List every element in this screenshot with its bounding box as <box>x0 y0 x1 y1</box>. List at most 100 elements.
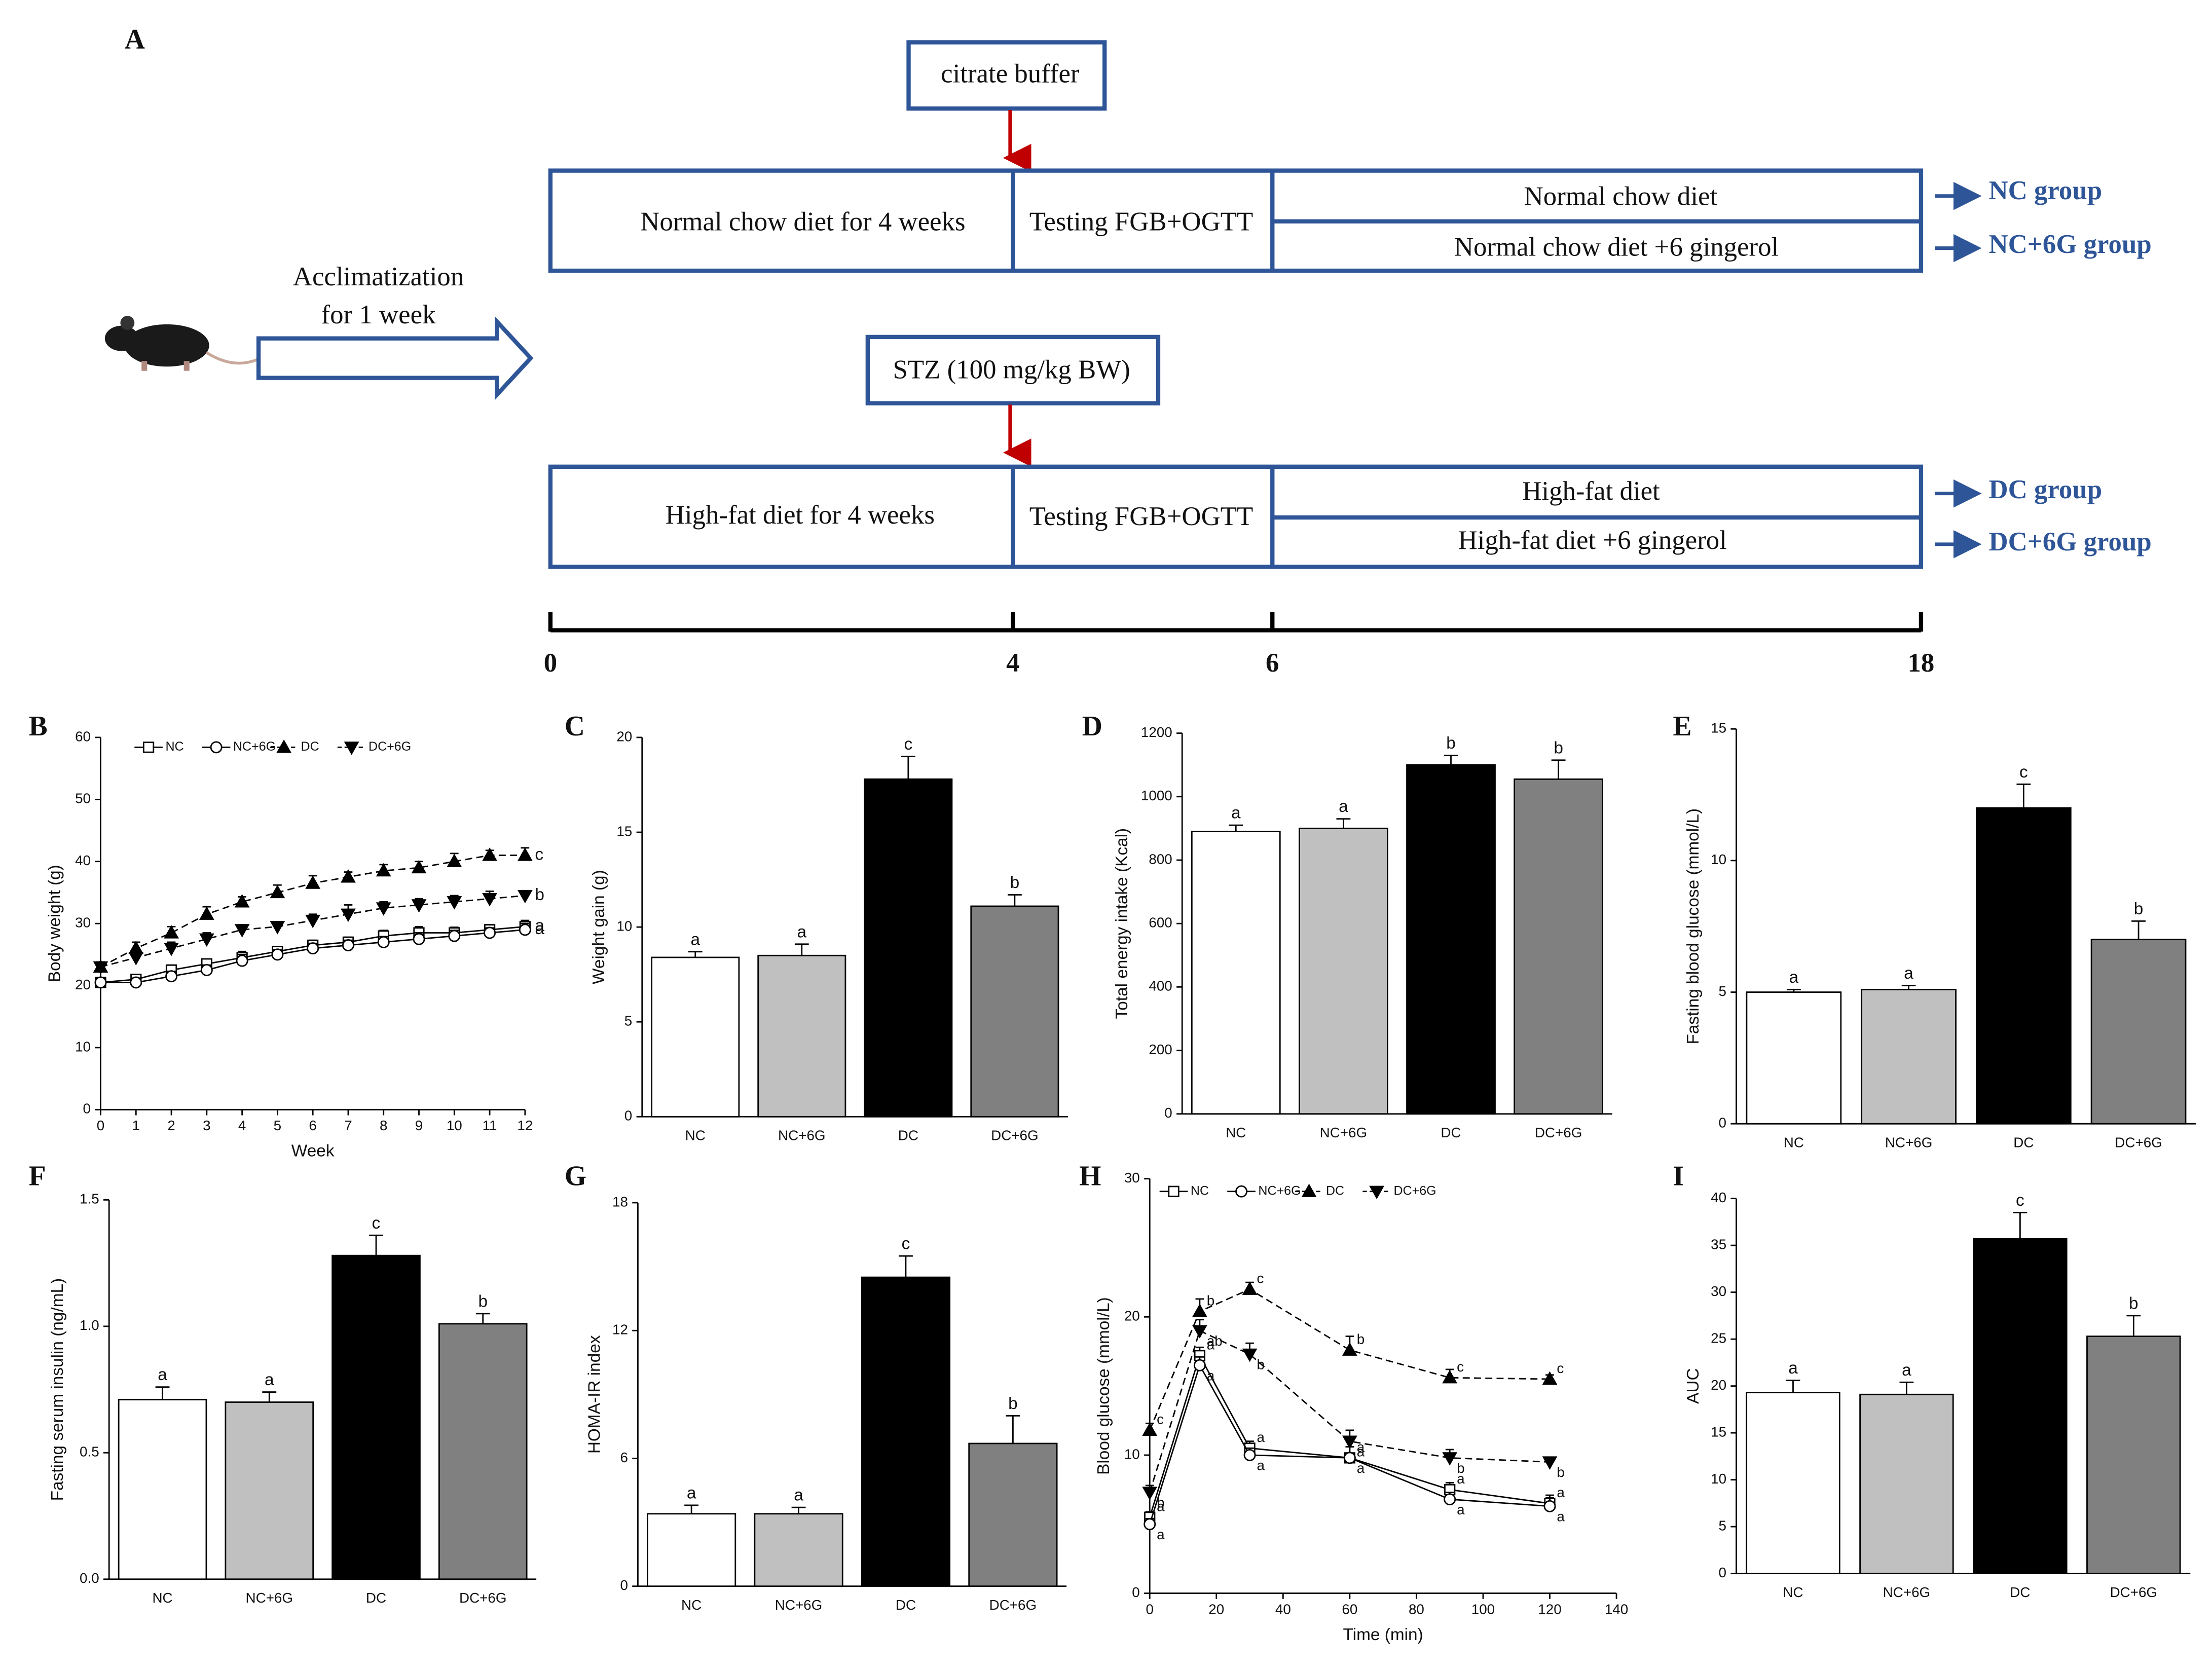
significance-letter: a <box>535 919 544 938</box>
x-tick-label: NC <box>1226 1125 1246 1140</box>
marker <box>1444 1493 1456 1506</box>
significance-letter: c <box>1257 1271 1264 1286</box>
marker <box>1442 1452 1458 1466</box>
legend-label: DC+6G <box>368 739 411 754</box>
y-axis-label: Weight gain (g) <box>589 870 608 984</box>
marker <box>270 884 285 899</box>
y-tick-label: 1000 <box>1141 788 1172 803</box>
significance-letter: a <box>1207 1367 1215 1383</box>
marker <box>448 930 461 942</box>
significance-letter: b <box>1157 1495 1164 1510</box>
x-tick-label: DC+6G <box>2115 1134 2162 1150</box>
series-line <box>1149 1363 1550 1525</box>
significance-letter: a <box>1557 1508 1565 1524</box>
bar <box>1973 1238 2068 1575</box>
input-text: STZ (100 mg/kg BW) <box>893 355 1130 385</box>
x-tick-label: 0 <box>1146 1601 1154 1617</box>
x-tick-label: NC <box>1784 1134 1804 1150</box>
timeline-label: 4 <box>1006 648 1019 678</box>
significance-letter: a <box>1231 804 1241 823</box>
marker <box>1192 1304 1207 1317</box>
significance-letter: c <box>1157 1412 1164 1427</box>
x-tick-label: 1 <box>132 1118 140 1133</box>
y-tick-label: 20 <box>75 977 91 992</box>
significance-letter: a <box>1257 1429 1265 1445</box>
bar <box>1746 1392 1840 1575</box>
x-tick-label: 5 <box>274 1118 281 1133</box>
y-tick-label: 0 <box>624 1108 632 1124</box>
legend-marker <box>276 739 292 753</box>
bar <box>968 1442 1058 1587</box>
x-tick-label: DC <box>2013 1134 2034 1150</box>
bar <box>2090 939 2187 1125</box>
bar <box>647 1513 736 1587</box>
marker <box>411 899 427 913</box>
bar <box>1746 991 1842 1125</box>
x-tick-label: DC+6G <box>459 1590 506 1606</box>
series-line <box>1149 1354 1550 1518</box>
marker <box>341 869 356 883</box>
x-tick-label: DC+6G <box>2110 1584 2157 1600</box>
x-tick-label: NC <box>1783 1584 1803 1600</box>
marker <box>1542 1371 1558 1385</box>
y-tick-label: 15 <box>616 823 632 839</box>
significance-letter: a <box>794 1486 803 1505</box>
significance-letter: b <box>1557 1464 1564 1480</box>
bar <box>757 954 846 1118</box>
chart: I 0 5 10 15 20 25 30 35 40 AUC a NC a NC+6G c DC b DC+6G <box>1673 1160 2191 1600</box>
marker <box>517 847 533 861</box>
marker <box>200 963 213 976</box>
y-tick-label: 0 <box>1164 1105 1172 1121</box>
acclimatization-text: for 1 week <box>321 300 436 329</box>
marker <box>484 926 496 939</box>
significance-letter: b <box>1207 1292 1214 1308</box>
marker <box>519 923 531 936</box>
significance-letter: b <box>2134 900 2144 918</box>
y-tick-label: 10 <box>75 1039 91 1054</box>
group-label: DC group <box>1988 475 2102 504</box>
x-axis-label: Week <box>291 1142 335 1161</box>
y-tick-label: 0 <box>1719 1565 1726 1580</box>
marker <box>164 925 179 939</box>
x-tick-label: 2 <box>167 1118 175 1133</box>
bar <box>754 1513 843 1587</box>
significance-letter: b <box>478 1292 488 1311</box>
marker <box>376 902 391 916</box>
y-tick-label: 800 <box>1149 851 1172 867</box>
significance-letter: a <box>1339 797 1348 816</box>
y-tick-label: 1.0 <box>80 1317 99 1333</box>
significance-letter: b <box>1357 1331 1365 1347</box>
y-tick-label: 20 <box>616 728 632 744</box>
x-tick-label: 9 <box>415 1118 423 1133</box>
block-arrow <box>256 316 534 400</box>
marker <box>307 942 319 955</box>
y-tick-label: 60 <box>75 728 91 744</box>
panel-label: D <box>1082 711 1102 742</box>
series-line <box>1149 1288 1550 1431</box>
significance-letter: b <box>1446 734 1456 753</box>
bar <box>970 905 1059 1118</box>
panel-label: C <box>565 711 585 742</box>
x-tick-label: 120 <box>1538 1601 1561 1617</box>
significance-letter: a <box>1207 1337 1215 1353</box>
bar <box>438 1323 528 1580</box>
legend-label: DC <box>301 739 319 754</box>
legend-marker <box>344 742 359 755</box>
marker <box>234 894 250 908</box>
significance-letter: b <box>1010 873 1020 892</box>
significance-letter: b <box>535 885 544 904</box>
x-tick-label: 3 <box>203 1118 210 1133</box>
marker <box>199 906 214 920</box>
y-tick-label: 0.5 <box>80 1444 99 1460</box>
legend-label: DC <box>1326 1183 1344 1198</box>
x-tick-label: NC+6G <box>246 1590 293 1606</box>
y-axis-label: Total energy intake (Kcal) <box>1113 828 1131 1019</box>
significance-letter: b <box>1008 1394 1018 1413</box>
y-tick-label: 0 <box>1719 1115 1726 1131</box>
legend-marker <box>1235 1185 1248 1198</box>
x-tick-label: DC <box>898 1128 918 1143</box>
significance-letter: ab <box>1207 1333 1223 1349</box>
marker <box>1242 1281 1258 1295</box>
mouse-icon <box>104 316 258 371</box>
